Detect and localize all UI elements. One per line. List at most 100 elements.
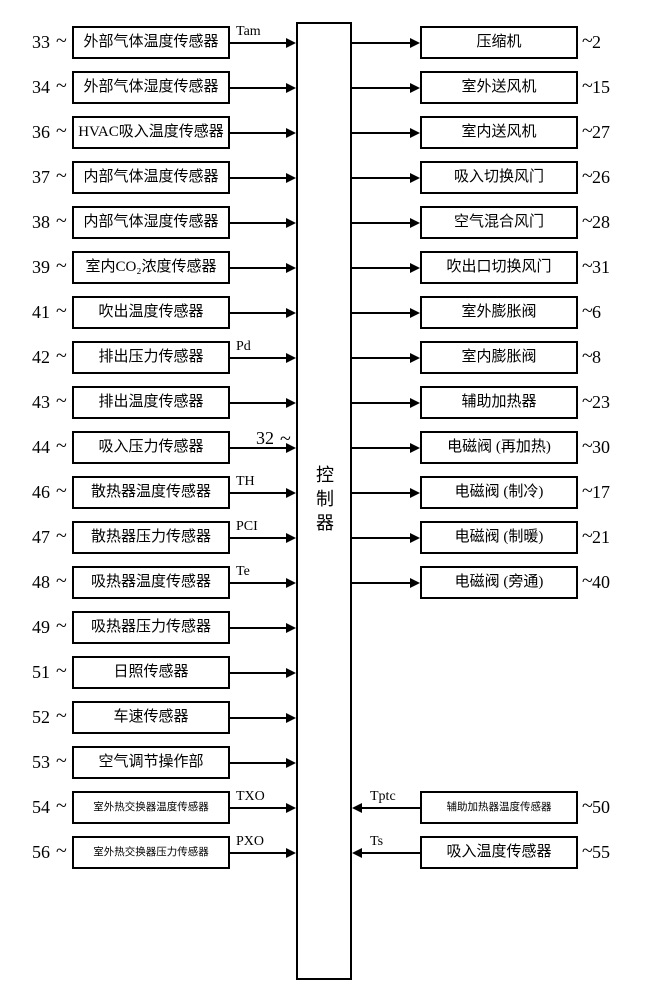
ref-left: 34 <box>32 77 50 98</box>
ref-left: 42 <box>32 347 50 368</box>
connector <box>360 807 420 809</box>
arrow-right-icon <box>410 173 420 183</box>
input-box: 室内CO₂浓度传感器 <box>72 251 230 284</box>
arrow-right-icon <box>410 308 420 318</box>
input-box: 内部气体湿度传感器 <box>72 206 230 239</box>
input-box: 排出温度传感器 <box>72 386 230 419</box>
tilde: ~ <box>56 615 67 638</box>
input-box: 吸入压力传感器 <box>72 431 230 464</box>
arrow-right-icon <box>286 713 296 723</box>
feedback-box: 辅助加热器温度传感器 <box>420 791 578 824</box>
input-box: 日照传感器 <box>72 656 230 689</box>
connector <box>352 357 412 359</box>
output-box: 室外膨胀阀 <box>420 296 578 329</box>
connector <box>230 492 288 494</box>
signal-label: Pd <box>236 339 251 355</box>
ref-right: 50 <box>592 797 610 818</box>
arrow-right-icon <box>410 218 420 228</box>
ref-left: 43 <box>32 392 50 413</box>
signal-label: Ts <box>370 834 383 850</box>
arrow-right-icon <box>410 398 420 408</box>
arrow-right-icon <box>286 623 296 633</box>
arrow-right-icon <box>410 83 420 93</box>
connector <box>352 402 412 404</box>
arrow-right-icon <box>286 848 296 858</box>
ref-left: 52 <box>32 707 50 728</box>
signal-label: Te <box>236 564 250 580</box>
tilde: ~ <box>56 390 67 413</box>
connector <box>230 42 288 44</box>
arrow-right-icon <box>410 578 420 588</box>
connector <box>230 852 288 854</box>
connector <box>230 357 288 359</box>
arrow-right-icon <box>286 533 296 543</box>
arrow-right-icon <box>286 128 296 138</box>
ref-right: 26 <box>592 167 610 188</box>
tilde: ~ <box>56 570 67 593</box>
tilde: ~ <box>56 435 67 458</box>
ref-left: 37 <box>32 167 50 188</box>
connector <box>360 852 420 854</box>
connector <box>230 762 288 764</box>
output-box: 电磁阀 (再加热) <box>420 431 578 464</box>
tilde: ~ <box>56 480 67 503</box>
ref-left: 44 <box>32 437 50 458</box>
connector <box>352 537 412 539</box>
tilde: ~ <box>56 750 67 773</box>
input-box: 吸热器压力传感器 <box>72 611 230 644</box>
output-box: 吹出口切换风门 <box>420 251 578 284</box>
output-box: 室内膨胀阀 <box>420 341 578 374</box>
connector <box>230 222 288 224</box>
input-box: 空气调节操作部 <box>72 746 230 779</box>
arrow-left-icon <box>352 803 362 813</box>
ref-left: 39 <box>32 257 50 278</box>
ref-left: 38 <box>32 212 50 233</box>
connector <box>230 627 288 629</box>
arrow-right-icon <box>410 38 420 48</box>
controller-label: 控制器 <box>311 465 337 537</box>
tilde: ~ <box>56 255 67 278</box>
ref-right: 21 <box>592 527 610 548</box>
input-box: 散热器温度传感器 <box>72 476 230 509</box>
input-box: 外部气体温度传感器 <box>72 26 230 59</box>
arrow-right-icon <box>286 758 296 768</box>
input-box: 室外热交换器压力传感器 <box>72 836 230 869</box>
feedback-box: 吸入温度传感器 <box>420 836 578 869</box>
signal-label: Tam <box>236 24 261 40</box>
output-box: 空气混合风门 <box>420 206 578 239</box>
tilde: ~ <box>56 165 67 188</box>
ref-right: 55 <box>592 842 610 863</box>
tilde: ~ <box>56 840 67 863</box>
input-box: 排出压力传感器 <box>72 341 230 374</box>
arrow-right-icon <box>286 308 296 318</box>
signal-label: Tptc <box>370 789 396 805</box>
output-box: 室内送风机 <box>420 116 578 149</box>
input-box: 外部气体湿度传感器 <box>72 71 230 104</box>
arrow-right-icon <box>286 803 296 813</box>
input-box: 吹出温度传感器 <box>72 296 230 329</box>
input-box: 内部气体温度传感器 <box>72 161 230 194</box>
input-box: 室外热交换器温度传感器 <box>72 791 230 824</box>
output-box: 吸入切换风门 <box>420 161 578 194</box>
connector <box>230 132 288 134</box>
output-box: 室外送风机 <box>420 71 578 104</box>
tilde: ~ <box>56 120 67 143</box>
ref-left: 49 <box>32 617 50 638</box>
ref-left: 56 <box>32 842 50 863</box>
connector <box>352 492 412 494</box>
ref-right: 23 <box>592 392 610 413</box>
connector <box>230 87 288 89</box>
ref-right: 31 <box>592 257 610 278</box>
tilde: ~ <box>56 210 67 233</box>
connector <box>230 267 288 269</box>
ref-left: 33 <box>32 32 50 53</box>
arrow-right-icon <box>410 533 420 543</box>
ref-left: 36 <box>32 122 50 143</box>
connector <box>230 537 288 539</box>
arrow-right-icon <box>286 488 296 498</box>
signal-label: TXO <box>236 789 265 805</box>
connector <box>352 132 412 134</box>
connector <box>352 42 412 44</box>
tilde: ~ <box>56 660 67 683</box>
input-box: 吸热器温度传感器 <box>72 566 230 599</box>
